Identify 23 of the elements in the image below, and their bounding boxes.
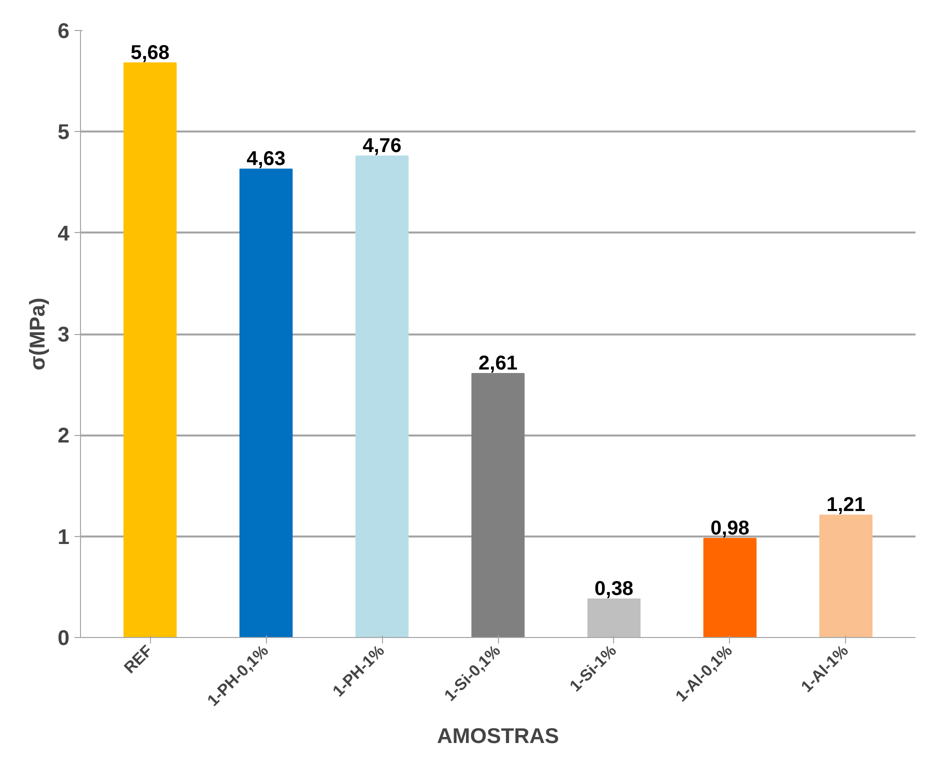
- y-tick-label: 1: [58, 524, 70, 549]
- y-tick-label: 0: [58, 626, 70, 650]
- x-axis-title: AMOSTRAS: [436, 724, 560, 748]
- y-tick-label: 2: [58, 424, 70, 448]
- bar: [239, 168, 293, 638]
- y-tick-label: 5: [58, 120, 70, 144]
- y-tick-label: 4: [58, 221, 70, 246]
- data-label: 1,21: [826, 494, 866, 516]
- data-label: 0,98: [710, 517, 750, 540]
- bar: [471, 372, 525, 638]
- data-label: 4,76: [362, 134, 402, 157]
- data-label: 5,68: [130, 42, 170, 64]
- data-label: 4,63: [246, 148, 286, 170]
- y-tick-label: 3: [58, 322, 70, 346]
- y-tick-label: 6: [58, 19, 70, 43]
- data-label: 0,38: [594, 578, 634, 600]
- bar: [123, 62, 177, 638]
- bar: [587, 598, 641, 638]
- bar: [703, 538, 757, 638]
- bar: [355, 155, 409, 638]
- bar: [819, 514, 873, 638]
- data-label: 2,61: [478, 352, 518, 374]
- y-axis-title: σ(MPa): [26, 298, 50, 370]
